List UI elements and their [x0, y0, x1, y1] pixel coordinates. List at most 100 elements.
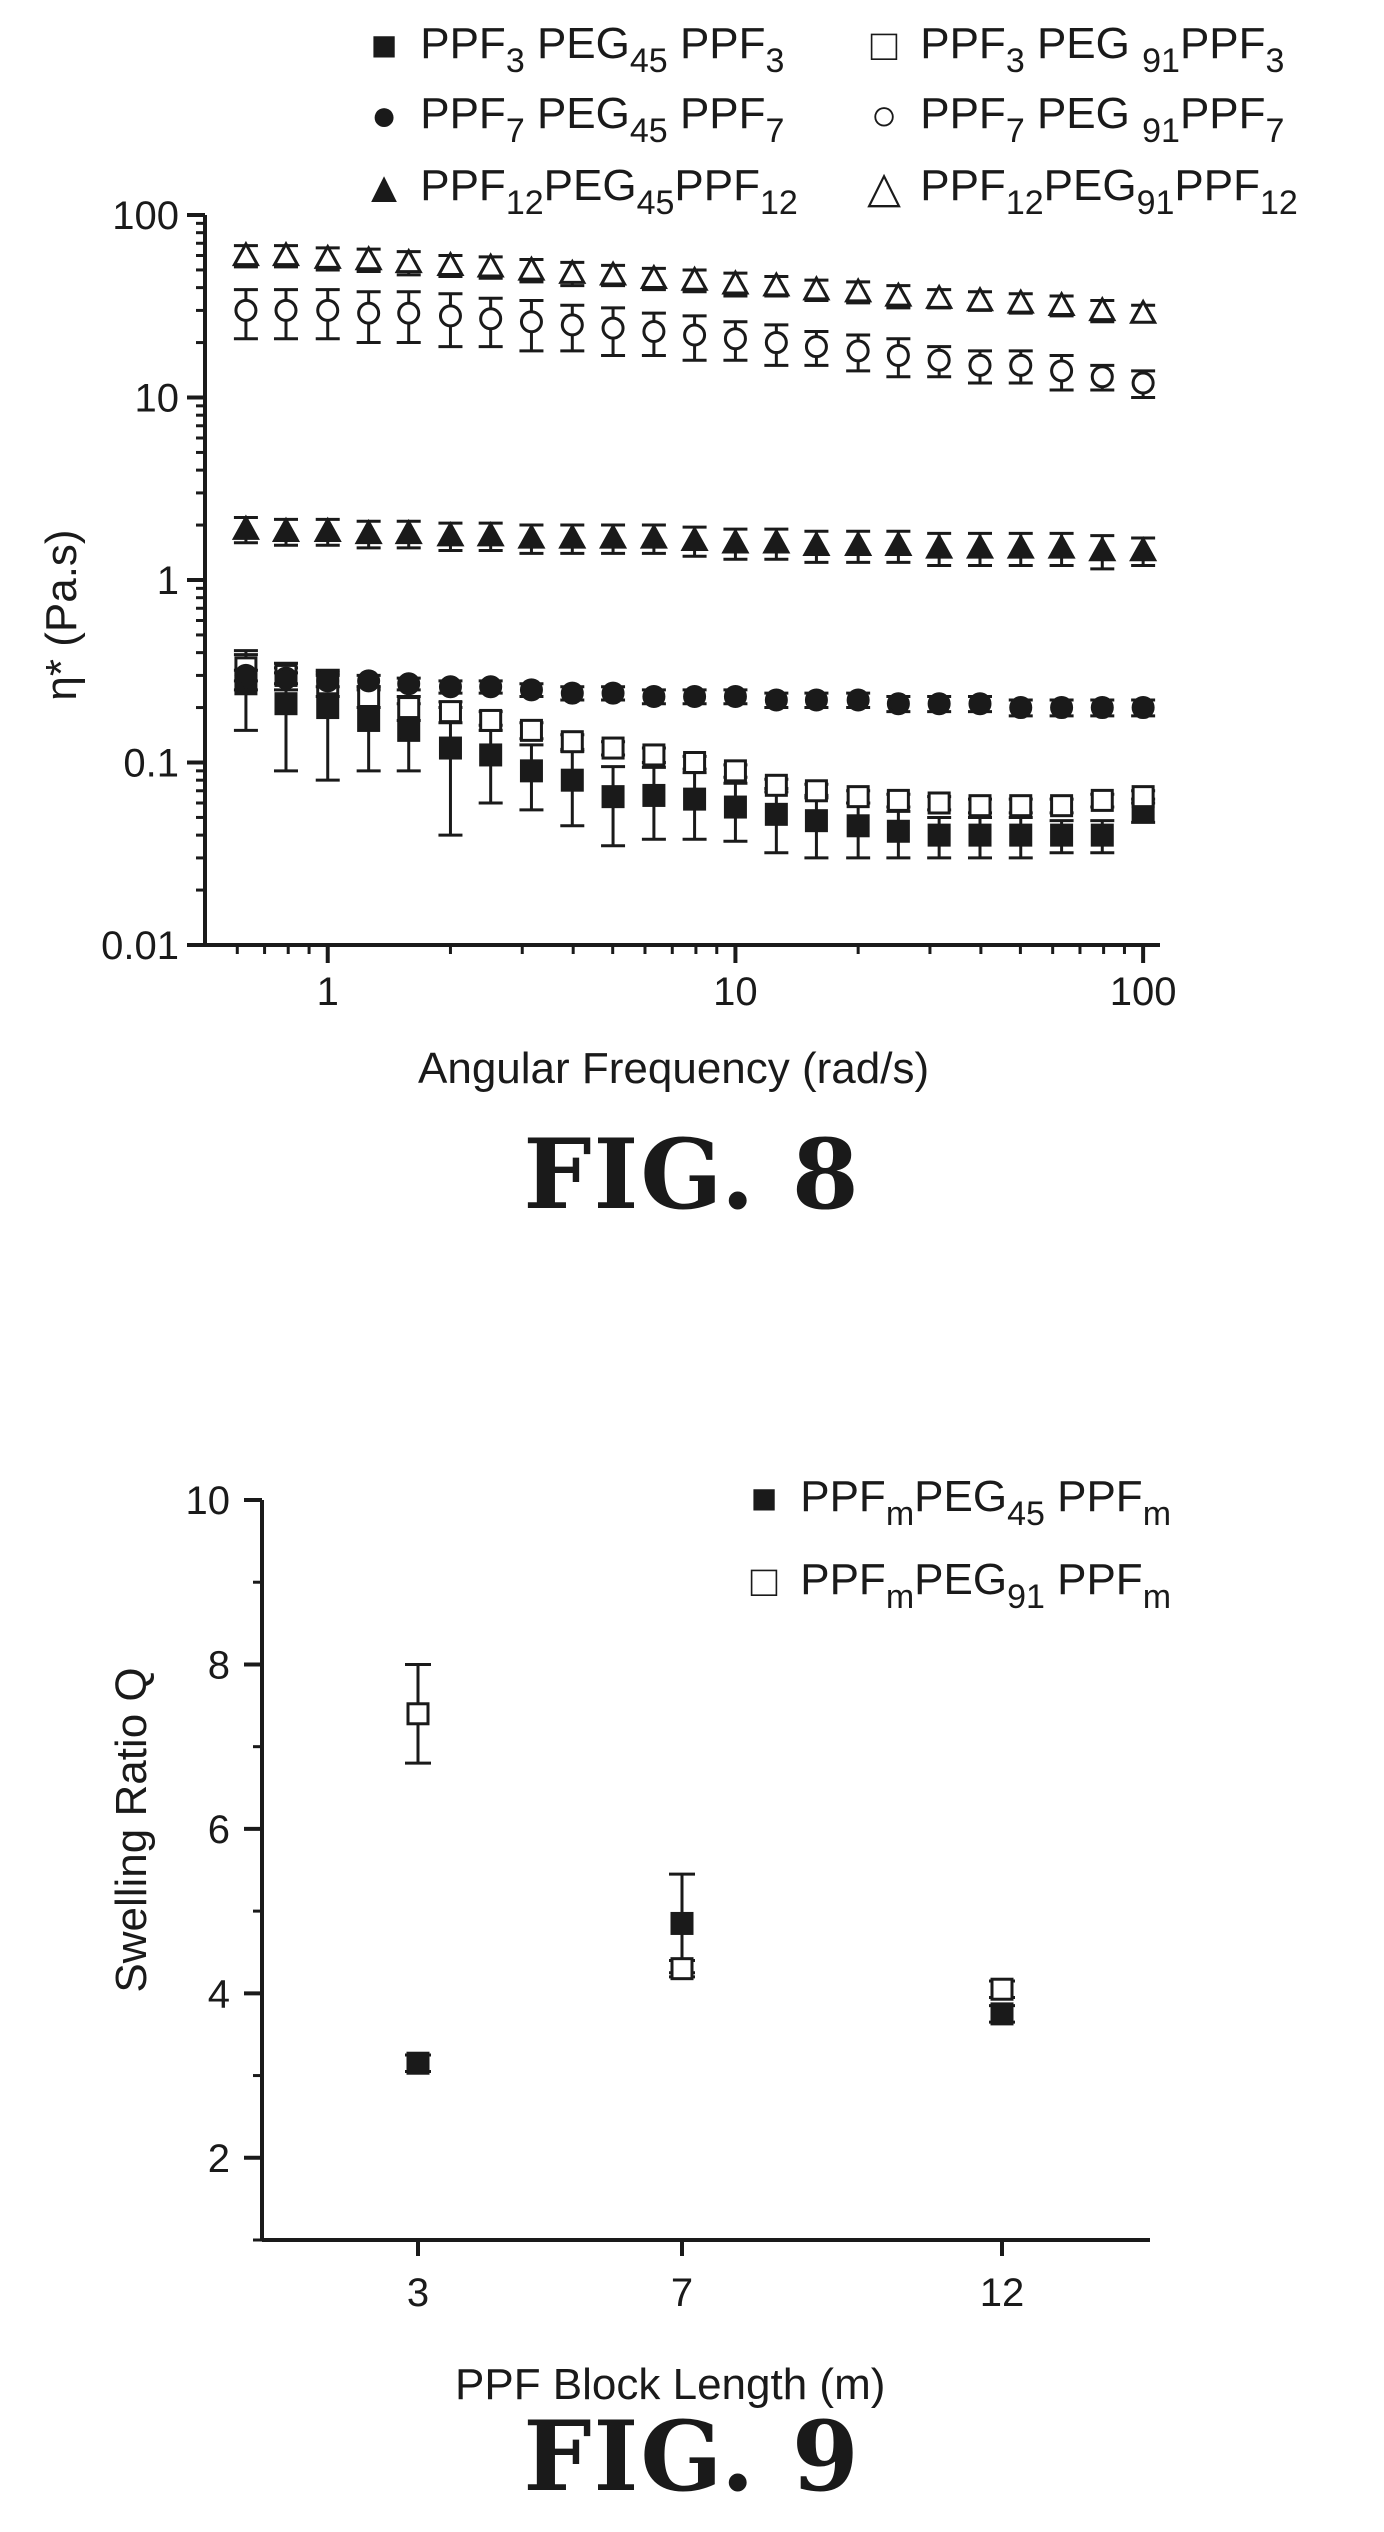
data-point	[965, 533, 995, 559]
data-point	[762, 271, 791, 297]
data-point	[357, 708, 381, 732]
data-point	[234, 663, 258, 687]
data-point	[1090, 788, 1114, 812]
data-point	[397, 696, 421, 720]
legend-item: ● PPF7 PEG45 PPF7	[360, 91, 785, 149]
data-point	[886, 692, 910, 716]
data-point	[1006, 533, 1035, 559]
data-point	[1006, 288, 1035, 314]
data-point	[670, 1911, 694, 1935]
filled-circle-icon: ●	[370, 91, 398, 141]
open-square-icon: □	[870, 21, 898, 71]
data-point	[846, 688, 870, 712]
legend-item: ■ PPF3 PEG45 PPF3	[360, 21, 785, 79]
data-point	[764, 331, 788, 355]
data-point	[601, 316, 625, 340]
data-point	[968, 823, 992, 847]
data-point	[1090, 696, 1114, 720]
data-point	[357, 301, 381, 325]
data-point	[764, 802, 788, 826]
data-point	[804, 688, 828, 712]
data-point	[846, 339, 870, 363]
data-point	[316, 298, 340, 322]
data-point	[394, 518, 423, 545]
data-point	[1090, 823, 1114, 847]
data-point	[1088, 295, 1117, 322]
filled-square-icon: ■	[750, 1474, 778, 1524]
data-point	[844, 277, 873, 303]
series-group	[231, 240, 1158, 324]
data-point	[802, 275, 831, 301]
data-point	[231, 514, 260, 540]
fig9-y-axis-title: Swelling Ratio Q	[107, 1667, 156, 1993]
tick-label: 10	[186, 1479, 231, 1523]
data-point	[670, 1957, 694, 1981]
data-point	[274, 298, 298, 322]
data-point	[519, 678, 543, 702]
data-point	[844, 530, 873, 556]
data-point	[1047, 533, 1076, 559]
filled-square-icon: ■	[370, 21, 398, 71]
data-point	[1050, 359, 1074, 383]
data-point	[316, 696, 340, 720]
data-point	[1050, 823, 1074, 847]
tick-label: 7	[671, 2271, 693, 2315]
data-point	[476, 252, 505, 278]
data-point	[234, 298, 258, 322]
legend-item: □ PPFmPEG91 PPFm	[740, 1557, 1171, 1615]
data-point	[1129, 535, 1158, 562]
data-point	[1009, 696, 1033, 720]
data-point	[846, 785, 870, 809]
series-group	[233, 288, 1156, 399]
data-point	[886, 788, 910, 812]
data-point	[519, 310, 543, 334]
data-point	[560, 681, 584, 705]
data-point	[357, 669, 381, 693]
data-point	[990, 1977, 1014, 2001]
data-point	[927, 791, 951, 815]
tick-label: 6	[208, 1808, 230, 1852]
data-point	[683, 684, 707, 708]
data-point	[804, 779, 828, 803]
data-point	[397, 672, 421, 696]
data-point	[601, 785, 625, 809]
fig8-y-axis-title: η* (Pa.s)	[37, 529, 86, 701]
data-point	[723, 795, 747, 819]
chart-fig8-plot: 0.01 0.1 1 10 100 1 10 100	[101, 194, 1176, 1014]
data-point	[397, 301, 421, 325]
tick-label: 10	[135, 377, 180, 421]
data-point	[723, 759, 747, 783]
legend-item: △ PPF12PEG91PPF12	[860, 163, 1298, 221]
data-point	[436, 250, 465, 277]
data-point	[438, 736, 462, 760]
data-point	[683, 751, 707, 774]
data-point	[316, 669, 340, 693]
tick-label: 2	[208, 2137, 230, 2181]
data-point	[479, 708, 503, 732]
series-group	[231, 514, 1158, 571]
tick-label: 0.1	[123, 742, 179, 786]
data-point	[601, 736, 625, 760]
data-point	[274, 692, 298, 716]
data-point	[1088, 535, 1117, 562]
data-point	[599, 523, 628, 549]
data-point	[683, 323, 707, 347]
data-point	[313, 243, 342, 269]
fig9-caption: FIG. 9	[523, 2400, 861, 2513]
data-point	[479, 675, 503, 699]
series-group	[233, 663, 1156, 720]
tick-label: 100	[1110, 970, 1177, 1014]
data-point	[1131, 696, 1155, 720]
data-point	[968, 692, 992, 716]
data-point	[1050, 794, 1074, 818]
data-point	[274, 666, 298, 690]
data-point	[884, 530, 913, 556]
legend-item: ■ PPFmPEG45 PPFm	[740, 1474, 1171, 1532]
open-triangle-icon: △	[867, 163, 901, 213]
open-square-icon: □	[750, 1557, 778, 1607]
tick-label: 1	[317, 970, 339, 1014]
tick-label: 4	[208, 1972, 230, 2016]
data-point	[642, 319, 666, 343]
data-point	[764, 773, 788, 797]
